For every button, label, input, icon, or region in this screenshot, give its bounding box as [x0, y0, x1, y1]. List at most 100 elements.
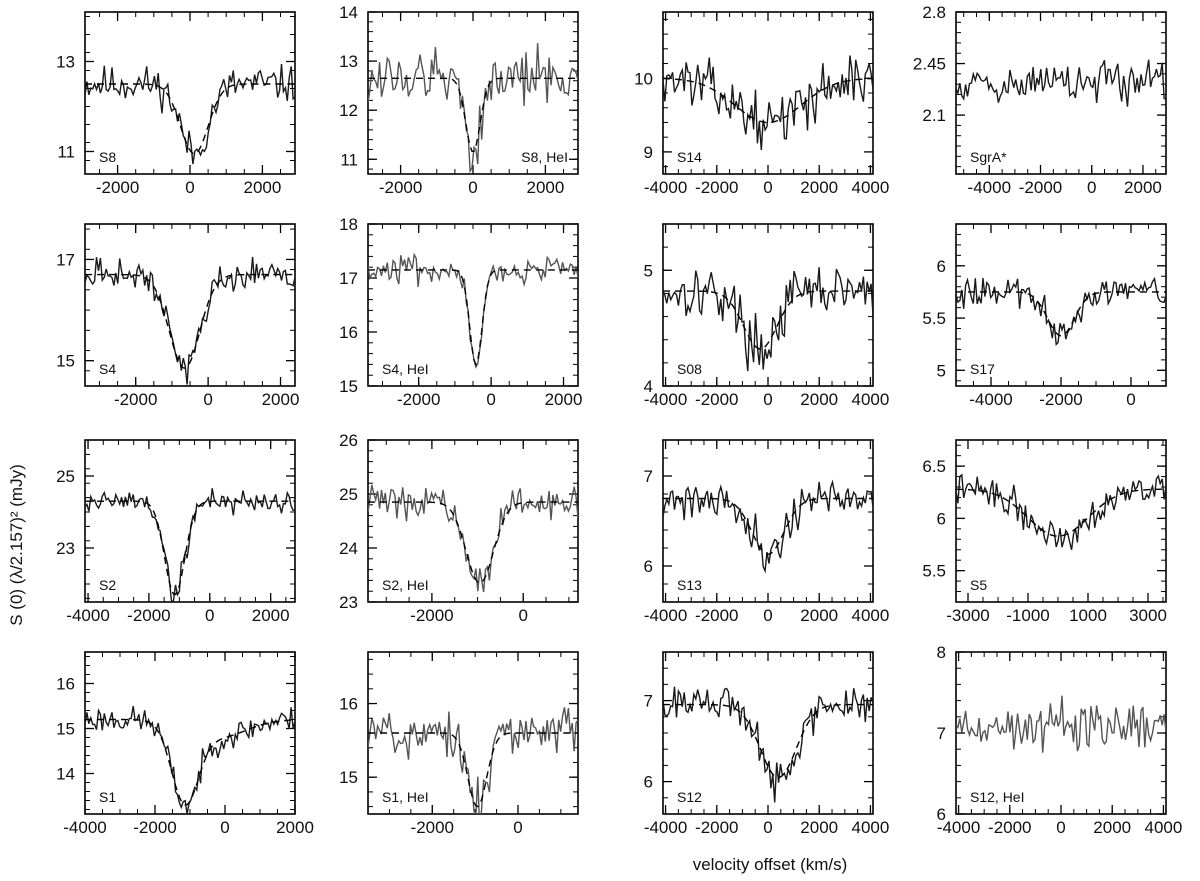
x-tick-label: 0	[486, 390, 495, 409]
x-tick-label: -4000	[66, 606, 109, 625]
panel-label: S1	[99, 789, 116, 805]
panel-label: SgrA*	[970, 149, 1007, 165]
x-tick-label: -4000	[969, 390, 1012, 409]
x-tick-label: 2000	[1093, 818, 1131, 837]
x-tick-label: 1000	[1069, 606, 1107, 625]
model-fit-line	[85, 718, 295, 806]
x-tick-label: 4000	[852, 606, 890, 625]
x-tick-label: 0	[220, 818, 229, 837]
model-fit-line	[663, 497, 873, 555]
y-tick-label: 25	[56, 467, 75, 486]
panel-label: S8	[99, 149, 116, 165]
x-tick-label: -2000	[133, 818, 176, 837]
x-tick-label: 2000	[800, 818, 838, 837]
x-tick-label: -3000	[946, 606, 989, 625]
x-tick-label: -2000	[410, 606, 453, 625]
panel-label: S5	[970, 577, 987, 593]
observed-spectrum-line	[663, 267, 873, 372]
y-tick-label: 5	[644, 261, 653, 280]
y-tick-label: 2.1	[922, 106, 946, 125]
y-tick-label: 16	[339, 695, 358, 714]
spectrum-panel: -2000 0 2000 11 12 13 14 S8, HeI	[339, 3, 579, 197]
y-tick-label: 8	[937, 643, 946, 662]
spectrum-panel: -2000 0 2000 15 17 S4	[56, 223, 300, 409]
y-tick-label: 12	[339, 101, 358, 120]
y-tick-label: 16	[56, 675, 75, 694]
x-tick-label: 0	[468, 178, 477, 197]
y-tick-label: 14	[56, 765, 75, 784]
x-tick-label: -4000	[644, 606, 687, 625]
x-tick-label: 2000	[262, 390, 300, 409]
x-tick-label: -2000	[114, 390, 157, 409]
model-fit-line	[85, 500, 295, 596]
y-tick-label: 7	[644, 467, 653, 486]
observed-spectrum-line	[368, 43, 578, 174]
y-tick-label: 7	[644, 692, 653, 711]
model-fit-line	[85, 273, 295, 369]
observed-spectrum-line	[663, 55, 873, 151]
y-tick-label: 6	[644, 557, 653, 576]
y-tick-label: 11	[57, 143, 75, 162]
model-fit-line	[663, 290, 873, 350]
x-tick-label: -2000	[411, 818, 454, 837]
x-tick-label: 2000	[800, 178, 838, 197]
observed-spectrum-line	[368, 484, 578, 593]
spectrum-panel: -4000 -2000 0 2000 14 15 16 S1	[56, 651, 314, 837]
model-fit-line	[956, 291, 1166, 337]
spectrum-panel: -4000 -2000 0 2000 23 25 S2	[56, 439, 296, 625]
y-tick-label: 9	[644, 143, 653, 162]
x-tick-label: -4000	[644, 390, 687, 409]
x-tick-label: -4000	[644, 818, 687, 837]
x-tick-label: 2000	[1124, 178, 1162, 197]
x-tick-label: 4000	[852, 818, 890, 837]
plot-frame	[955, 439, 1167, 603]
x-tick-label: 0	[1056, 818, 1065, 837]
y-tick-label: 26	[339, 431, 358, 450]
y-tick-label: 11	[340, 150, 358, 169]
x-tick-label: 4000	[852, 390, 890, 409]
x-tick-label: -2000	[397, 390, 440, 409]
y-tick-label: 13	[56, 53, 75, 72]
observed-spectrum-line	[663, 479, 873, 574]
y-tick-label: 6	[937, 805, 946, 824]
x-tick-label: -2000	[988, 818, 1031, 837]
y-tick-label: 6	[937, 257, 946, 276]
model-fit-line	[368, 77, 578, 152]
y-tick-label: 14	[339, 3, 358, 22]
y-tick-label: 15	[339, 377, 358, 396]
x-tick-label: 2000	[545, 390, 583, 409]
panel-label: S14	[677, 149, 702, 165]
observed-spectrum-line	[85, 705, 295, 814]
x-tick-label: -2000	[695, 390, 738, 409]
x-tick-label: 4000	[1145, 818, 1183, 837]
panel-label: S2, HeI	[382, 577, 429, 593]
observed-spectrum-line	[663, 686, 873, 803]
panel-label: S17	[970, 361, 995, 377]
x-tick-label: 0	[763, 606, 772, 625]
x-tick-label: 0	[185, 178, 194, 197]
x-tick-label: -2000	[96, 178, 139, 197]
y-tick-label: 16	[339, 323, 358, 342]
observed-spectrum-line	[85, 488, 295, 602]
y-tick-label: 6	[644, 773, 653, 792]
observed-spectrum-line	[368, 707, 578, 814]
y-tick-label: 25	[339, 485, 358, 504]
panel-label: S2	[99, 577, 116, 593]
x-tick-label: -4000	[63, 818, 106, 837]
x-tick-label: 2000	[526, 178, 564, 197]
spectrum-panel: -4000 -2000 0 2000 4000 6 7 8 S12, HeI	[937, 643, 1183, 837]
spectrum-panel: -4000 -2000 0 2000 4000 4 5 S08	[644, 223, 890, 409]
panel-label: S4	[99, 361, 116, 377]
y-tick-label: 13	[339, 52, 358, 71]
observed-spectrum-line	[956, 473, 1166, 550]
x-tick-label: 2000	[276, 818, 314, 837]
x-tick-label: 0	[205, 606, 214, 625]
panel-label: S08	[677, 361, 702, 377]
y-tick-label: 6.5	[922, 457, 946, 476]
spectrum-panel: -2000 0 15 16 S1, HeI	[339, 651, 579, 837]
y-tick-label: 4	[644, 377, 653, 396]
x-tick-label: -1000	[1006, 606, 1049, 625]
x-axis-title: velocity offset (km/s)	[693, 855, 848, 874]
x-tick-label: 0	[763, 818, 772, 837]
